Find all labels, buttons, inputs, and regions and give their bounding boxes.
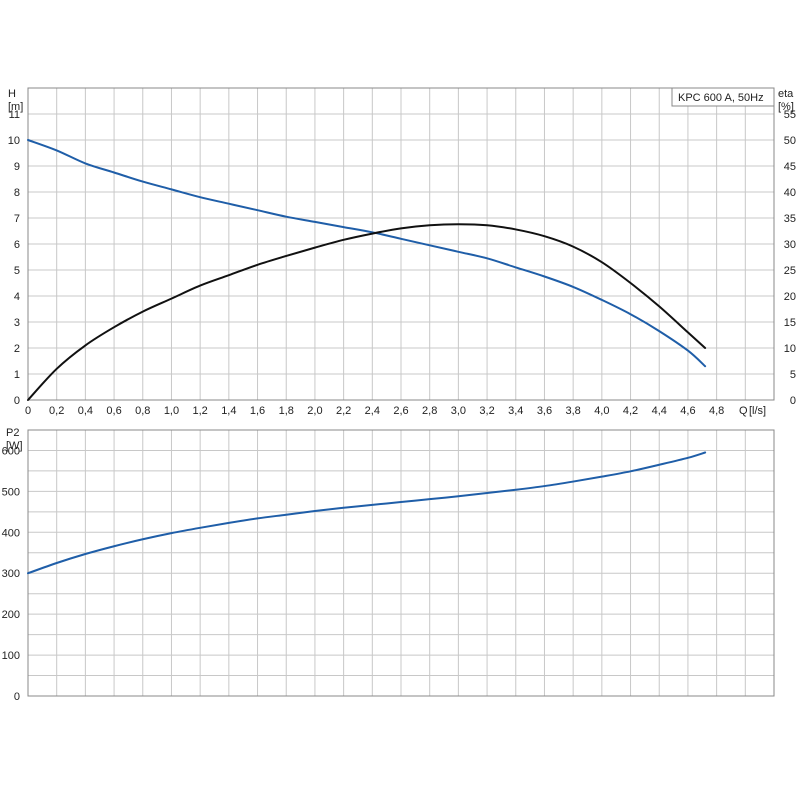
x-tick-label: 0,2 [49, 405, 64, 417]
head-curve [27, 139, 707, 368]
bottom-grid [27, 429, 775, 697]
bottom-plot-frame [27, 429, 775, 697]
x-tick-label: 2,0 [307, 405, 322, 417]
legend-text: KPC 600 A, 50Hz [678, 92, 764, 104]
p2-tick-label: 500 [2, 486, 20, 498]
top-x-tick-labels: 0 0,2 0,4 0,6 0,8 1,0 1,2 1,4 1,6 1,8 2,0 2,2 2,4 2,6… [25, 405, 724, 417]
x-tick-label: 1,2 [193, 405, 208, 417]
p2-tick-label: 400 [2, 527, 20, 539]
x-tick-label: 0,4 [78, 405, 93, 417]
y2-tick-label: 55 [784, 109, 796, 121]
legend-box: KPC 600 A, 50Hz [671, 87, 775, 107]
x-tick-label: 4,8 [709, 405, 724, 417]
x-tick-label: 3,2 [479, 405, 494, 417]
bottom-y-tick-labels: 0 100 200 300 400 500 600 [2, 445, 20, 703]
y-axis-unit: [m] [8, 101, 23, 113]
x-tick-label: 3,8 [566, 405, 581, 417]
y2-tick-label: 5 [790, 369, 796, 381]
x-tick-label: 2,6 [393, 405, 408, 417]
y2-tick-label: 25 [784, 265, 796, 277]
y2-tick-label: 20 [784, 291, 796, 303]
y2-tick-label: 15 [784, 317, 796, 329]
p2-axis-label: P2 [6, 427, 19, 439]
x-tick-label: 4,0 [594, 405, 609, 417]
x-tick-label: 0 [25, 405, 31, 417]
x-tick-label: 4,4 [652, 405, 667, 417]
y-tick-label: 7 [14, 213, 20, 225]
x-axis-label: Q [739, 405, 748, 417]
y-tick-label: 10 [8, 135, 20, 147]
x-tick-label: 0,8 [135, 405, 150, 417]
y2-axis-label: eta [778, 88, 794, 100]
x-tick-label: 2,4 [365, 405, 380, 417]
y-tick-label: 3 [14, 317, 20, 329]
x-tick-label: 4,2 [623, 405, 638, 417]
x-tick-label: 3,6 [537, 405, 552, 417]
y-tick-label: 0 [14, 395, 20, 407]
head-efficiency-panel: 0 0,2 0,4 0,6 0,8 1,0 1,2 1,4 1,6 1,8 2,0 2,2 2,4 2,6… [8, 87, 796, 417]
x-tick-label: 1,6 [250, 405, 265, 417]
p2-tick-label: 600 [2, 445, 20, 457]
x-tick-label: 4,6 [680, 405, 695, 417]
y2-tick-label: 0 [790, 395, 796, 407]
p2-tick-label: 200 [2, 609, 20, 621]
x-tick-label: 1,4 [221, 405, 236, 417]
y-tick-label: 9 [14, 161, 20, 173]
y-tick-label: 4 [14, 291, 20, 303]
x-tick-label: 3,0 [451, 405, 466, 417]
top-y-tick-labels: 0 1 2 3 4 5 6 7 8 9 10 11 [8, 109, 20, 407]
x-axis-unit: [l/s] [749, 405, 766, 417]
x-tick-label: 3,4 [508, 405, 523, 417]
y-tick-label: 8 [14, 187, 20, 199]
x-tick-label: 2,8 [422, 405, 437, 417]
x-tick-label: 1,0 [164, 405, 179, 417]
y2-tick-label: 50 [784, 135, 796, 147]
p2-tick-label: 0 [14, 691, 20, 703]
y-tick-label: 5 [14, 265, 20, 277]
y2-axis-unit: [%] [778, 101, 794, 113]
x-tick-label: 0,6 [106, 405, 121, 417]
x-tick-label: 1,8 [279, 405, 294, 417]
p2-tick-label: 100 [2, 650, 20, 662]
p2-axis-unit: [W] [6, 440, 23, 452]
top-plot-frame [27, 87, 775, 401]
y2-tick-label: 35 [784, 213, 796, 225]
y2-tick-label: 45 [784, 161, 796, 173]
y2-tick-label: 30 [784, 239, 796, 251]
y-tick-label: 1 [14, 369, 20, 381]
power-panel: 0 100 200 300 400 500 600 P2 [W] [2, 427, 775, 703]
efficiency-curve [27, 223, 707, 401]
p2-tick-label: 300 [2, 568, 20, 580]
y-tick-label: 6 [14, 239, 20, 251]
power-curve [27, 451, 707, 575]
top-y2-tick-labels: 0 5 10 15 20 25 30 35 40 45 50 55 [784, 109, 796, 407]
x-tick-label: 2,2 [336, 405, 351, 417]
top-grid [27, 87, 775, 401]
y-axis-label: H [8, 88, 16, 100]
y2-tick-label: 10 [784, 343, 796, 355]
y2-tick-label: 40 [784, 187, 796, 199]
y-tick-label: 2 [14, 343, 20, 355]
y-tick-label: 11 [9, 109, 20, 121]
